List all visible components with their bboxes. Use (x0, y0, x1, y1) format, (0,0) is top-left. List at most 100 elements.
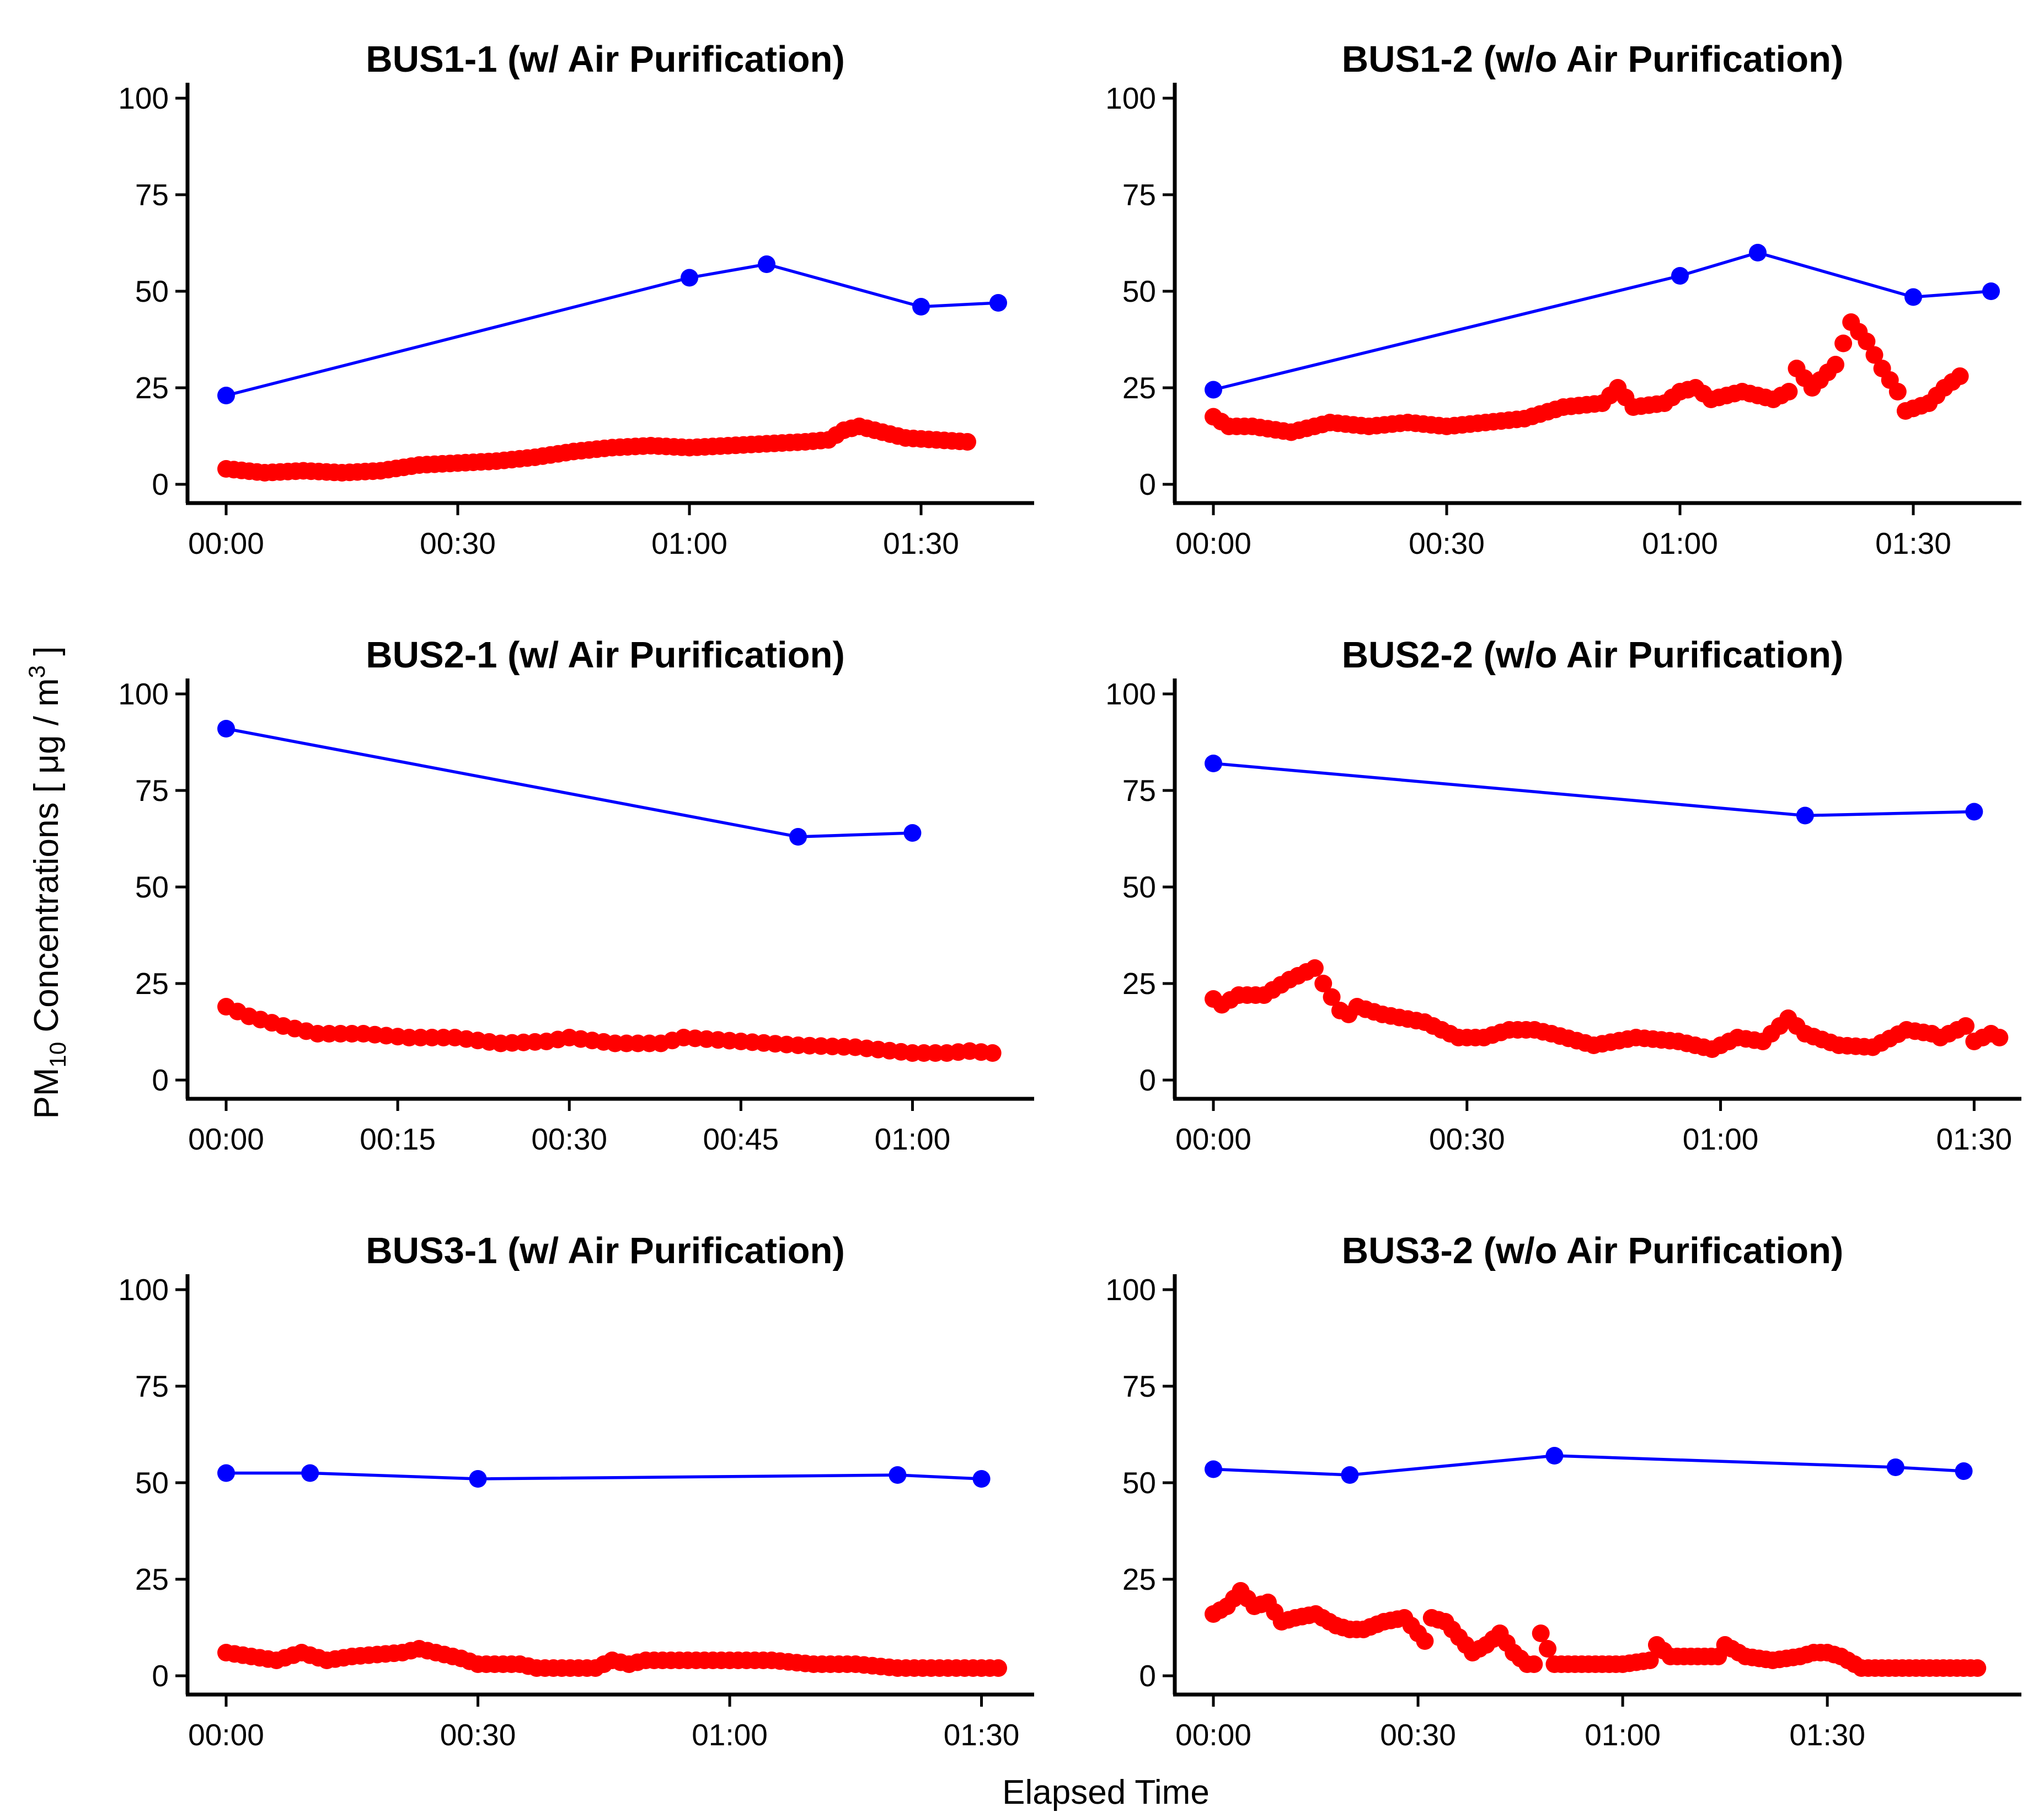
outdoor-point (681, 269, 698, 287)
indoor-point (1525, 1655, 1543, 1673)
x-tick-label: 00:00 (188, 1122, 264, 1156)
y-tick-label: 0 (152, 1063, 169, 1097)
y-tick-label: 100 (1105, 81, 1156, 115)
x-tick-label: 01:00 (692, 1718, 768, 1752)
panel-title: BUS3-2 (w/o Air Purification) (1342, 1230, 1844, 1271)
panel-title: BUS1-1 (w/ Air Purification) (366, 39, 845, 80)
panel-title: BUS1-2 (w/o Air Purification) (1342, 39, 1844, 80)
y-tick-label: 50 (1122, 1466, 1156, 1500)
y-tick-label: 50 (135, 870, 169, 904)
y-tick-label: 75 (135, 773, 169, 808)
panel-title: BUS2-1 (w/ Air Purification) (366, 634, 845, 676)
y-tick-label: 25 (135, 1562, 169, 1596)
y-tick-label: 100 (1105, 677, 1156, 711)
y-tick-label: 50 (1122, 870, 1156, 904)
y-tick-label: 50 (135, 274, 169, 308)
outdoor-point (1796, 806, 1814, 825)
x-tick-label: 00:45 (703, 1122, 779, 1156)
outdoor-point (217, 1464, 235, 1482)
x-tick-label: 01:30 (1875, 526, 1951, 560)
y-tick-label: 100 (118, 1273, 169, 1307)
outdoor-point (889, 1466, 907, 1484)
outdoor-point (789, 828, 807, 846)
x-tick-label: 00:00 (1175, 1718, 1251, 1752)
indoor-point (989, 1659, 1007, 1677)
indoor-point (1858, 333, 1876, 350)
indoor-point (1532, 1624, 1550, 1642)
indoor-point (959, 433, 976, 451)
x-tick-label: 00:30 (1380, 1718, 1456, 1752)
x-tick-label: 01:00 (1683, 1122, 1759, 1156)
outdoor-point (1749, 244, 1767, 261)
outdoor-point (972, 1470, 991, 1488)
indoor-point (1968, 1659, 1987, 1677)
indoor-point (1780, 383, 1798, 400)
outdoor-point (989, 294, 1007, 312)
x-tick-label: 01:00 (651, 526, 727, 560)
x-tick-label: 00:00 (188, 526, 264, 560)
x-tick-label: 00:30 (1429, 1122, 1505, 1156)
indoor-point (1951, 367, 1969, 385)
chart-panel-3: BUS2-1 (w/ Air Purification) 0 25 50 75 100 00… (118, 634, 1034, 1156)
y-axis-title-units: Concentrations [ μg / m (28, 678, 66, 1041)
indoor-point (983, 1044, 1002, 1062)
x-tick-label: 01:30 (1789, 1718, 1865, 1752)
y-tick-label: 75 (1122, 1369, 1156, 1403)
y-axis-title-subscript: 10 (45, 1042, 71, 1068)
chart-panel-5: BUS3-1 (w/ Air Purification) 0 25 50 75 100 00… (118, 1230, 1034, 1752)
y-tick-label: 25 (1122, 966, 1156, 1001)
y-tick-label: 0 (152, 467, 169, 501)
x-tick-label: 00:30 (1409, 526, 1485, 560)
x-tick-label: 00:30 (531, 1122, 607, 1156)
indoor-point (1416, 1632, 1434, 1650)
y-axis-title-superscript: 3 (24, 665, 50, 678)
panel-title: BUS3-1 (w/ Air Purification) (366, 1230, 845, 1271)
y-tick-label: 50 (135, 1466, 169, 1500)
indoor-point (1834, 334, 1853, 352)
indoor-point (1991, 1029, 2009, 1046)
y-tick-label: 25 (135, 966, 169, 1001)
chart-panel-1: BUS1-1 (w/ Air Purification) 0 25 50 75 100 00… (118, 39, 1034, 560)
y-tick-label: 50 (1122, 274, 1156, 308)
x-tick-label: 01:30 (883, 526, 959, 560)
y-tick-label: 100 (1105, 1273, 1156, 1307)
y-tick-label: 100 (118, 677, 169, 711)
outdoor-point (1545, 1447, 1564, 1465)
y-axis-title-end: ] (28, 646, 66, 665)
y-tick-label: 0 (1139, 1063, 1156, 1097)
chart-panel-4: BUS2-2 (w/o Air Purification) 0 25 50 75 100 0… (1105, 634, 2021, 1156)
y-axis-title: PM10 Concentrations [ μg / m3 ] (24, 646, 71, 1119)
outdoor-point (1965, 803, 1983, 821)
outdoor-point (1671, 267, 1689, 285)
x-tick-label: 01:00 (875, 1122, 951, 1156)
y-tick-label: 75 (1122, 178, 1156, 212)
outdoor-point (217, 387, 235, 404)
x-tick-label: 01:00 (1642, 526, 1718, 560)
indoor-point (1865, 346, 1884, 364)
x-tick-label: 01:30 (1936, 1122, 2013, 1156)
outdoor-point (1341, 1466, 1359, 1484)
chart-panel-6: BUS3-2 (w/o Air Purification) 0 25 50 75 100 0… (1105, 1230, 2021, 1752)
outdoor-point (301, 1464, 319, 1482)
x-tick-label: 01:30 (944, 1718, 1020, 1752)
x-tick-label: 00:00 (1175, 526, 1251, 560)
y-tick-label: 75 (135, 1369, 169, 1403)
x-tick-label: 00:30 (420, 526, 496, 560)
outdoor-point (1205, 1460, 1222, 1478)
outdoor-point (1982, 282, 2000, 300)
outdoor-point (1904, 288, 1922, 306)
x-axis-title: Elapsed Time (1002, 1773, 1210, 1811)
outdoor-point (903, 824, 922, 842)
outdoor-point (1205, 381, 1222, 399)
outdoor-point (1205, 755, 1222, 772)
y-axis-title-pm: PM (28, 1067, 66, 1119)
y-tick-label: 75 (135, 178, 169, 212)
x-tick-label: 00:15 (360, 1122, 436, 1156)
x-tick-label: 00:00 (1175, 1122, 1251, 1156)
panel-title: BUS2-2 (w/o Air Purification) (1342, 634, 1844, 676)
y-tick-label: 25 (135, 371, 169, 405)
indoor-point (1539, 1640, 1557, 1658)
indoor-point (1827, 356, 1844, 373)
